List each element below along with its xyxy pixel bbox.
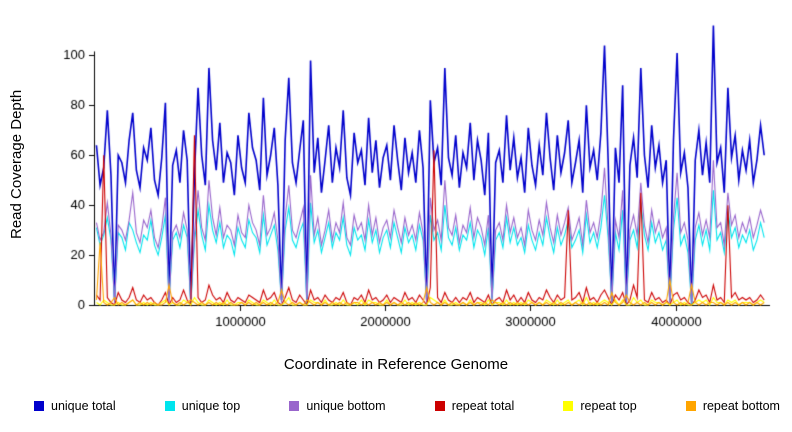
legend-item-repeat-total: repeat total: [434, 399, 515, 413]
legend-item-unique-bottom: unique bottom: [289, 399, 386, 413]
legend-swatch-repeat-bottom: [685, 401, 696, 411]
legend-label-unique-top: unique top: [181, 399, 241, 413]
legend-label-repeat-top: repeat top: [580, 399, 637, 413]
legend-swatch-unique-top: [164, 401, 175, 411]
legend-label-repeat-bottom: repeat bottom: [702, 399, 780, 413]
legend-item-repeat-top: repeat top: [563, 399, 637, 413]
legend-item-unique-total: unique total: [34, 399, 116, 413]
legend-label-repeat-total: repeat total: [451, 399, 515, 413]
legend-swatch-repeat-total: [434, 401, 445, 411]
x-axis-label: Coordinate in Reference Genome: [283, 356, 509, 373]
legend-swatch-unique-total: [34, 401, 44, 411]
legend-label-unique-bottom: unique bottom: [306, 399, 386, 413]
coverage-plot-canvas: [0, 0, 792, 345]
legend-swatch-unique-bottom: [289, 401, 300, 411]
legend-item-unique-top: unique top: [164, 399, 241, 413]
legend-label-unique-total: unique total: [51, 399, 116, 413]
legend: unique total unique top unique bottom re…: [34, 399, 780, 413]
legend-item-repeat-bottom: repeat bottom: [685, 399, 780, 413]
legend-swatch-repeat-top: [563, 401, 574, 411]
